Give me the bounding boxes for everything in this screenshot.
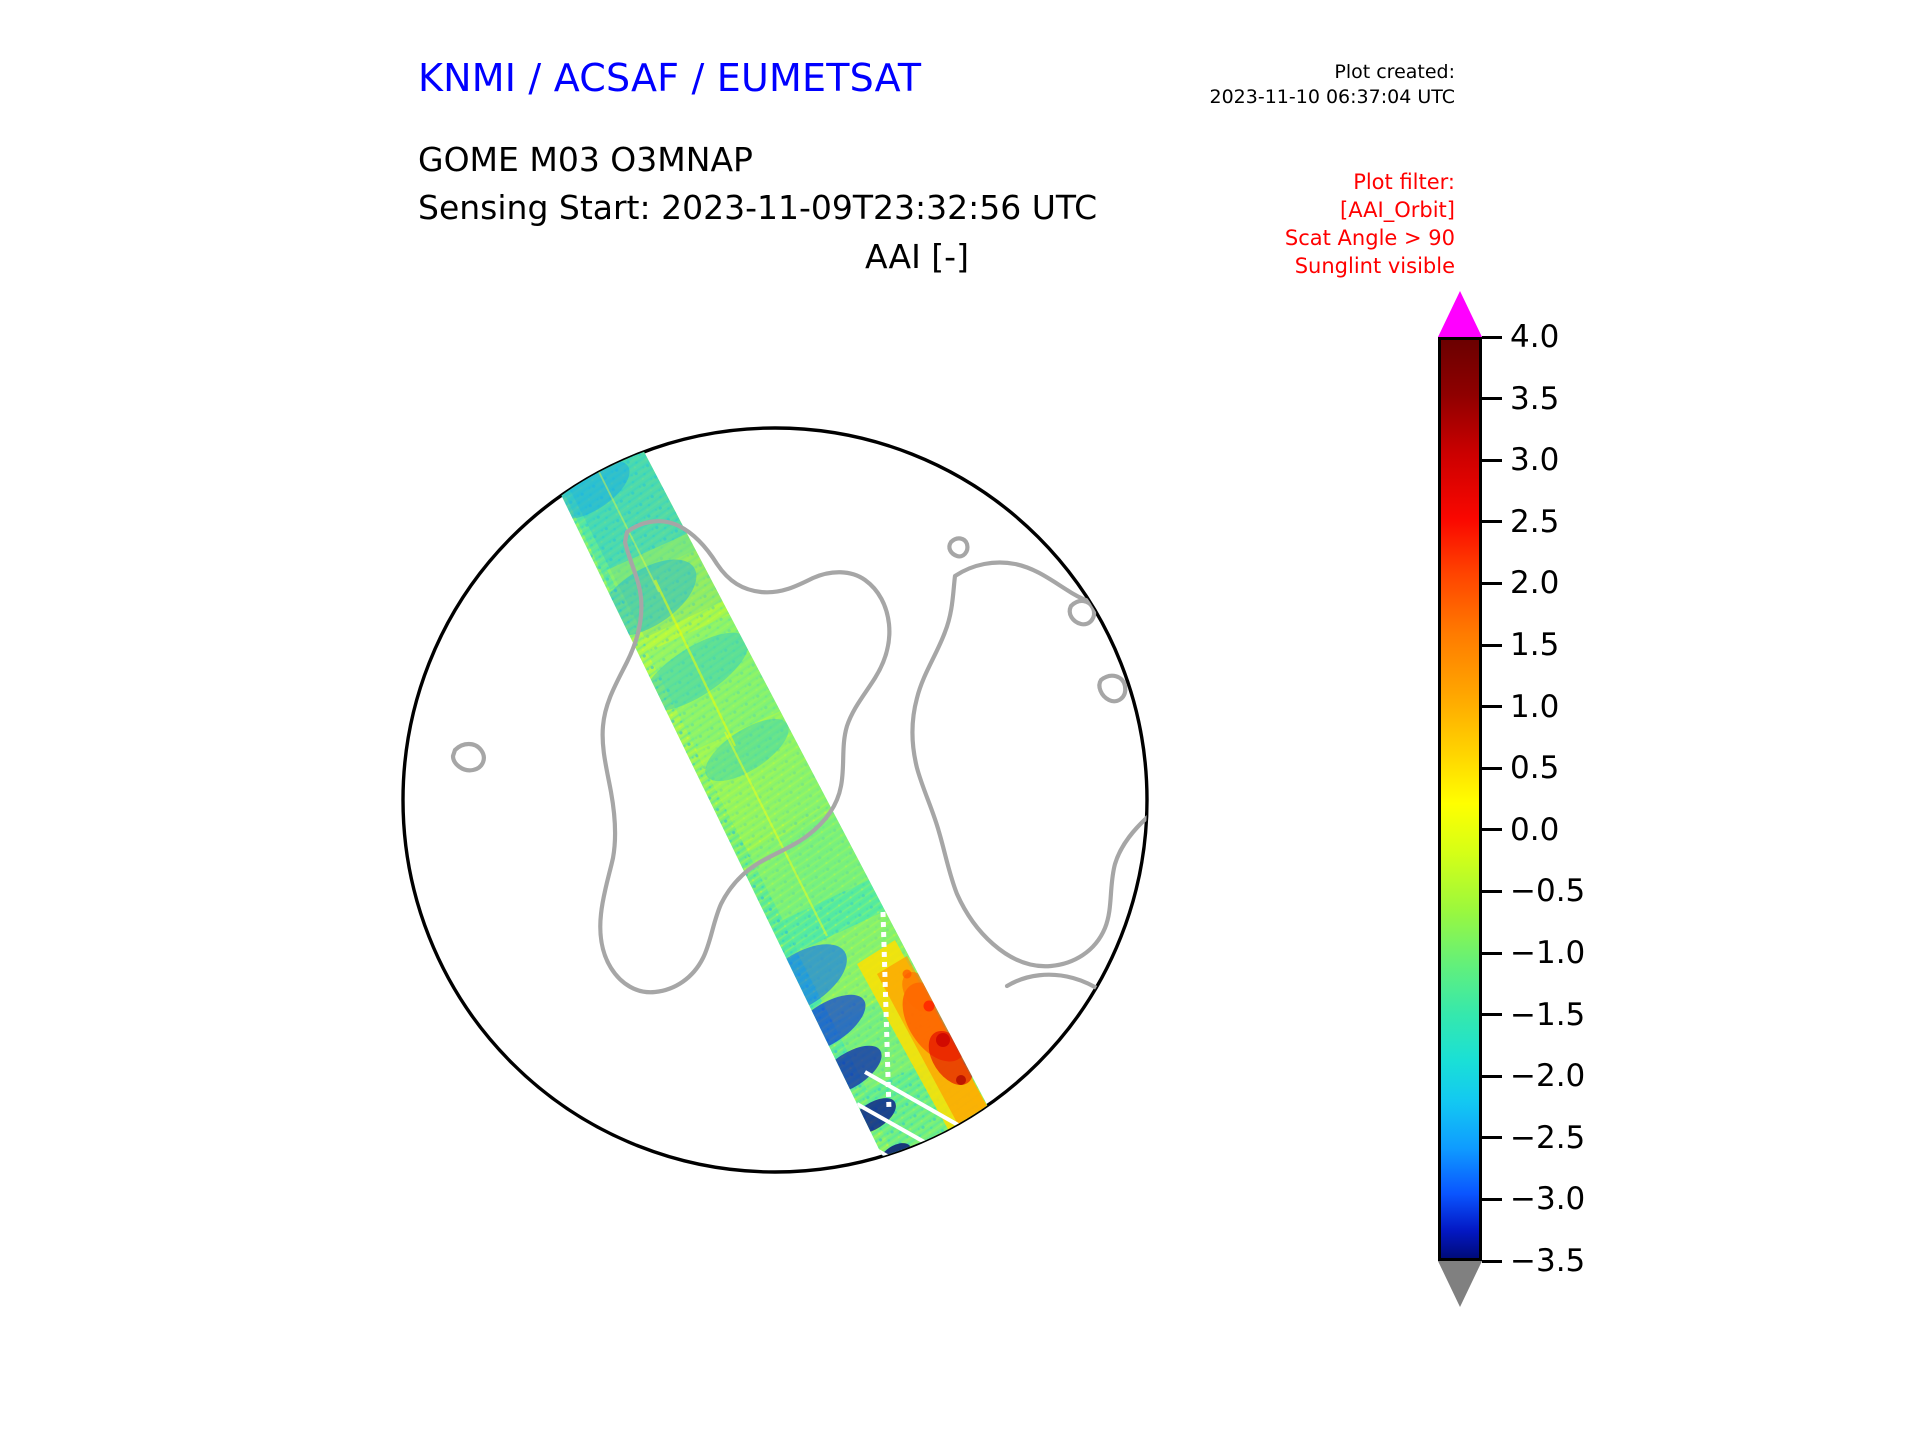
plot-filter-orbit: [AAI_Orbit]	[1340, 198, 1455, 223]
colorbar-tick-label: −0.5	[1510, 873, 1586, 910]
colorbar-tick-mark	[1482, 1197, 1502, 1201]
colorbar-tick-mark	[1482, 889, 1502, 893]
colorbar-tick-label: 0.5	[1510, 750, 1560, 787]
colorbar-tick-mark	[1482, 951, 1502, 955]
colorbar-tick-label: 3.0	[1510, 442, 1560, 479]
product-name: GOME M03 O3MNAP	[418, 140, 753, 179]
colorbar-tick-mark	[1482, 1013, 1502, 1017]
plot-created-block: Plot created: 2023-11-10 06:37:04 UTC	[1165, 60, 1456, 110]
colorbar-tick-label: 1.0	[1510, 688, 1560, 725]
coastline-south-america	[598, 519, 892, 995]
colorbar-tick-mark	[1482, 1259, 1502, 1263]
colorbar-tick-mark	[1482, 520, 1502, 524]
colorbar-tick-label: 1.5	[1510, 627, 1560, 663]
colorbar-tick-mark	[1482, 581, 1502, 585]
plot-filter-sunglint: Sunglint visible	[1294, 254, 1455, 279]
colorbar-tick-label: −3.5	[1510, 1243, 1586, 1279]
globe-svg	[401, 426, 1149, 1174]
colorbar-tick-mark	[1482, 397, 1502, 401]
colorbar[interactable]: 4.0 3.5 3.0 2.5 2.0 1.5 1.0 0.5 0.0 −0.5 −1.0 −1.5 −…	[1432, 285, 1732, 1309]
colorbar-tick-label: −1.5	[1510, 996, 1586, 1033]
colorbar-tick-label: 2.0	[1510, 565, 1560, 602]
colorbar-tick-label: 4.0	[1510, 319, 1560, 355]
plot-filter-block: Plot filter: [AAI_Orbit] Scat Angle > 90…	[1180, 168, 1455, 281]
colorbar-tick-mark	[1482, 458, 1502, 462]
plot-created-label: Plot created:	[1334, 61, 1455, 83]
plot-created-timestamp: 2023-11-10 06:37:04 UTC	[1209, 86, 1456, 109]
colorbar-tick-label: 3.5	[1510, 380, 1560, 417]
colorbar-tick-mark	[1482, 1074, 1502, 1078]
organisation-title: KNMI / ACSAF / EUMETSAT	[418, 56, 922, 100]
colorbar-tick-mark	[1482, 828, 1502, 832]
colorbar-tick-label: −3.0	[1510, 1181, 1586, 1218]
page-title: AAI [-]	[865, 237, 969, 276]
colorbar-under-arrow	[1438, 1261, 1482, 1307]
colorbar-tick-label: 0.0	[1510, 811, 1560, 848]
map-canvas[interactable]	[395, 280, 1435, 1320]
colorbar-gradient	[1438, 337, 1482, 1261]
colorbar-tick-mark	[1482, 1136, 1502, 1140]
missing-data-gap	[880, 911, 892, 1111]
plot-filter-title: Plot filter:	[1353, 170, 1455, 194]
colorbar-tick-label: −2.5	[1510, 1119, 1586, 1156]
plot-filter-scat-angle: Scat Angle > 90	[1284, 226, 1455, 251]
colorbar-tick-mark	[1482, 335, 1502, 339]
colorbar-tick-label: −2.0	[1510, 1058, 1586, 1095]
colorbar-tick-mark	[1482, 766, 1502, 770]
sensing-start-label: Sensing Start: 2023-11-09T23:32:56 UTC	[418, 188, 1098, 227]
colorbar-tick-mark	[1482, 643, 1502, 647]
colorbar-tick-mark	[1482, 705, 1502, 709]
colorbar-over-arrow	[1438, 291, 1482, 337]
colorbar-tick-label: −1.0	[1510, 935, 1586, 971]
colorbar-tick-label: 2.5	[1510, 503, 1560, 540]
